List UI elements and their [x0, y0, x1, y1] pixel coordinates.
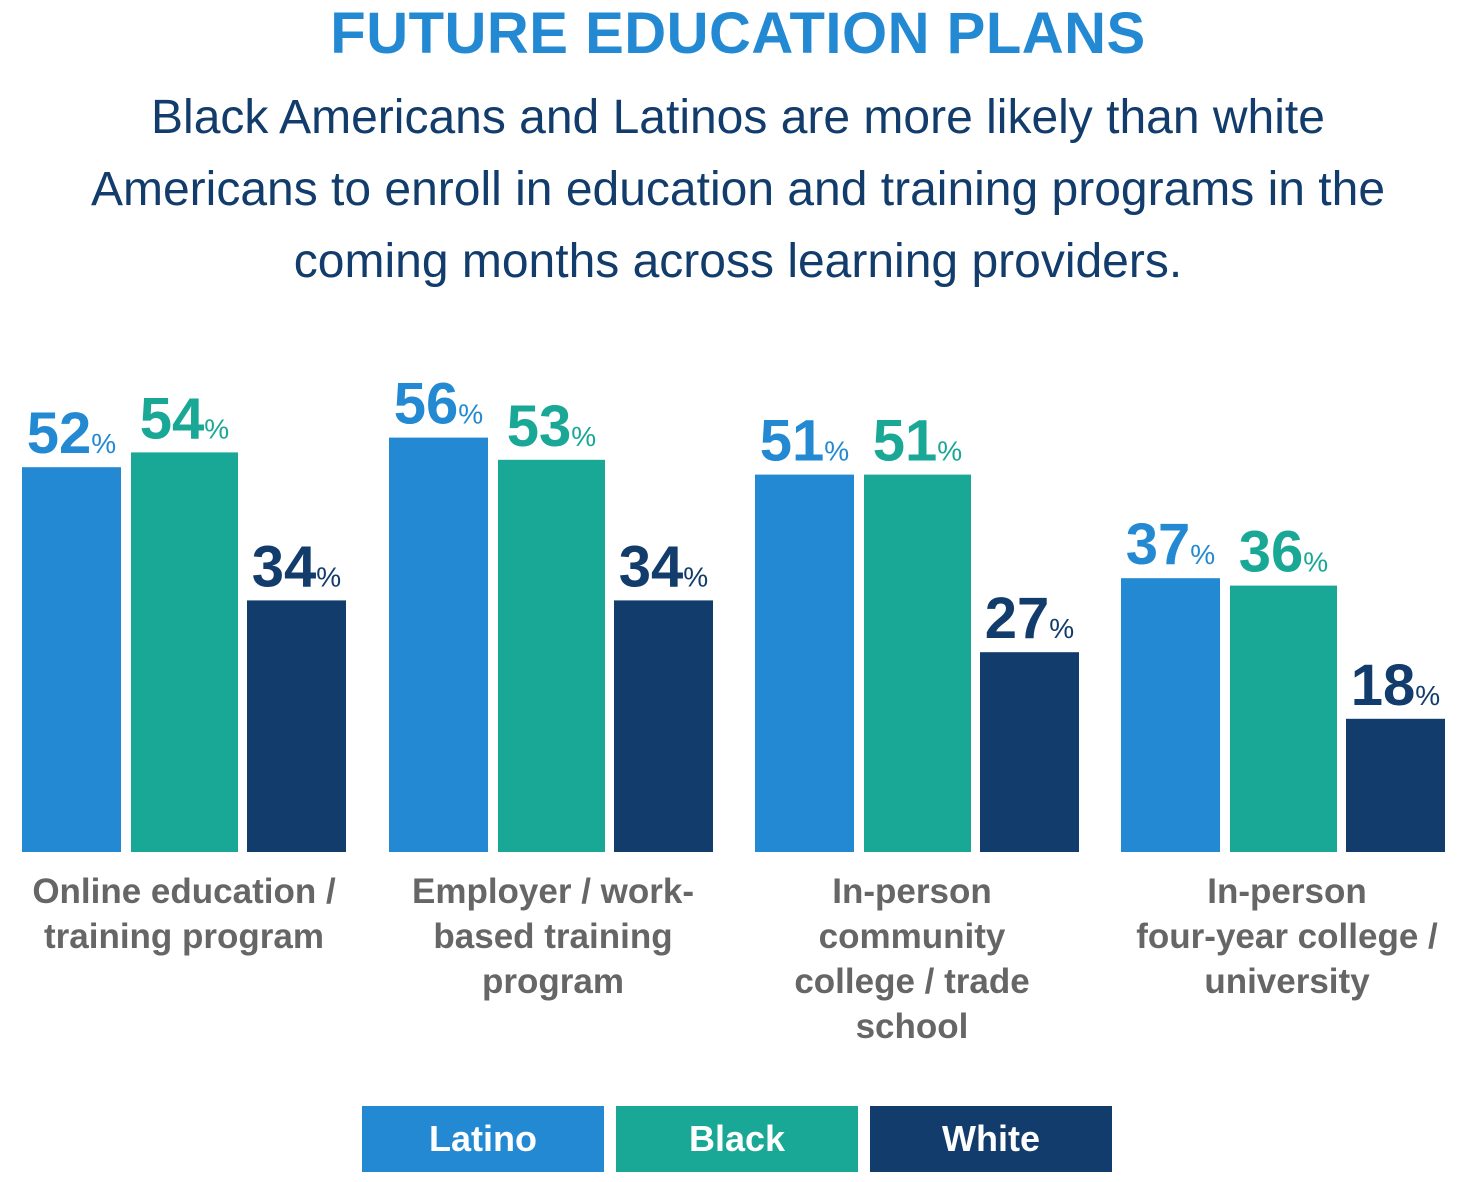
bar-white-4 — [1346, 718, 1445, 852]
bar-latino-2 — [389, 437, 488, 852]
legend-item-white: White — [870, 1106, 1112, 1172]
bar-latino-1 — [22, 467, 121, 852]
legend-item-black: Black — [616, 1106, 858, 1172]
bar-black-4 — [1230, 585, 1337, 852]
bar-white-1 — [247, 600, 346, 852]
category-label-4: In-person four-year college / university — [1136, 872, 1438, 1001]
data-label-black-3: 51% — [873, 409, 962, 474]
data-label-white-4: 18% — [1351, 653, 1440, 718]
bar-latino-3 — [755, 474, 854, 852]
chart-subtitle: Black Americans and Latinos are more lik… — [90, 91, 1386, 288]
bar-white-3 — [980, 652, 1079, 852]
bar-black-2 — [498, 459, 605, 852]
data-label-latino-2: 56% — [394, 372, 483, 437]
data-label-latino-3: 51% — [760, 409, 849, 474]
bar-white-2 — [614, 600, 713, 852]
chart-title: FUTURE EDUCATION PLANS — [330, 1, 1146, 66]
legend: Latino Black White — [362, 1106, 1112, 1172]
data-label-latino-4: 37% — [1126, 512, 1215, 577]
category-label-1: Online education / training program — [32, 872, 336, 956]
data-label-latino-1: 52% — [27, 401, 116, 466]
data-label-white-2: 34% — [619, 534, 708, 599]
data-label-white-1: 34% — [252, 534, 341, 599]
data-label-black-1: 54% — [140, 386, 229, 451]
bar-chart: 52% 54% 34% Online education / training prog… — [22, 372, 1445, 1046]
category-label-3: In-person community college / trade school — [794, 872, 1029, 1046]
bar-latino-4 — [1121, 578, 1220, 852]
data-label-black-2: 53% — [507, 394, 596, 459]
bar-black-3 — [864, 474, 971, 852]
category-label-2: Employer / work-based training program — [412, 872, 694, 1001]
legend-item-latino: Latino — [362, 1106, 604, 1172]
bar-black-1 — [131, 452, 238, 852]
data-label-black-4: 36% — [1239, 520, 1328, 585]
data-label-white-3: 27% — [985, 586, 1074, 651]
